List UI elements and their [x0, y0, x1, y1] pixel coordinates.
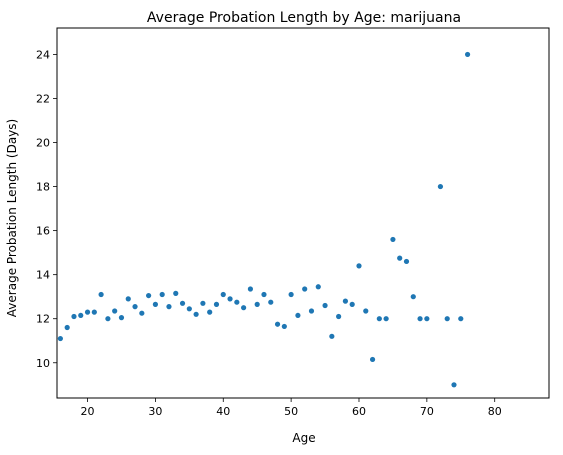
data-point [179, 300, 186, 306]
data-point [166, 304, 172, 310]
y-tick-label: 10 [36, 357, 50, 370]
y-tick-label: 14 [36, 269, 50, 282]
data-point [118, 315, 125, 321]
data-point [274, 321, 281, 327]
data-point [376, 316, 382, 322]
data-point [451, 382, 457, 388]
data-point [383, 316, 389, 322]
data-point [105, 316, 111, 322]
data-point [112, 308, 118, 314]
data-point [336, 313, 342, 320]
y-tick-label: 22 [36, 92, 50, 105]
x-tick-label: 20 [81, 405, 95, 418]
data-point [308, 308, 315, 314]
y-tick-label: 18 [36, 181, 50, 194]
y-tick-label: 16 [36, 225, 50, 238]
data-point [254, 301, 260, 307]
data-point [410, 294, 416, 300]
data-point [98, 291, 104, 298]
data-point [207, 309, 213, 315]
data-point [193, 311, 199, 317]
data-point [213, 301, 220, 307]
data-point [417, 316, 423, 322]
data-point [458, 316, 464, 322]
x-tick-label: 80 [488, 405, 502, 418]
data-point [268, 299, 274, 305]
data-point [71, 313, 77, 320]
x-axis: 20 30 40 50 60 70 80 [81, 398, 502, 418]
data-point [132, 304, 138, 310]
plot-area [57, 51, 471, 388]
x-tick-label: 40 [216, 405, 230, 418]
plot-frame [56, 27, 550, 399]
data-point [403, 258, 410, 265]
chart-title: Average Probation Length by Age: marijua… [147, 10, 461, 26]
data-point [295, 312, 301, 319]
data-point [159, 291, 165, 298]
data-point [241, 305, 247, 311]
data-point [78, 312, 84, 319]
data-point [437, 183, 444, 190]
y-axis: 10 12 14 16 18 20 22 24 [36, 48, 57, 370]
data-point [91, 309, 97, 315]
data-point [57, 335, 63, 342]
y-tick-label: 12 [36, 313, 50, 326]
data-point [349, 301, 355, 307]
data-point [397, 255, 403, 261]
data-point [247, 286, 254, 292]
data-point [342, 298, 349, 304]
data-point [261, 291, 267, 298]
data-point [444, 316, 450, 322]
data-point [288, 291, 294, 298]
data-point [220, 291, 226, 298]
data-point [64, 324, 70, 331]
x-tick-label: 60 [352, 405, 366, 418]
data-point [234, 299, 240, 305]
data-point [464, 51, 471, 58]
x-tick-label: 50 [284, 405, 298, 418]
x-tick-label: 70 [420, 405, 434, 418]
data-point [125, 296, 131, 302]
data-point [390, 236, 396, 243]
data-point [322, 302, 328, 309]
data-point [363, 308, 369, 314]
data-point [186, 306, 192, 312]
data-point [424, 316, 430, 322]
x-axis-label: Age [292, 431, 315, 445]
data-point [281, 323, 287, 330]
data-point [369, 356, 376, 363]
data-point [227, 296, 233, 302]
x-tick-label: 30 [148, 405, 162, 418]
y-tick-label: 24 [36, 48, 50, 61]
y-axis-label: Average Probation Length (Days) [5, 119, 19, 317]
data-point [329, 333, 335, 339]
y-tick-label: 20 [36, 137, 50, 150]
data-point [152, 301, 158, 307]
data-point [200, 300, 206, 306]
data-point [356, 263, 362, 269]
data-point [139, 310, 145, 316]
data-point [302, 286, 308, 292]
data-point [146, 292, 152, 299]
data-point [315, 284, 321, 290]
data-point [173, 290, 179, 296]
data-point [84, 309, 91, 315]
